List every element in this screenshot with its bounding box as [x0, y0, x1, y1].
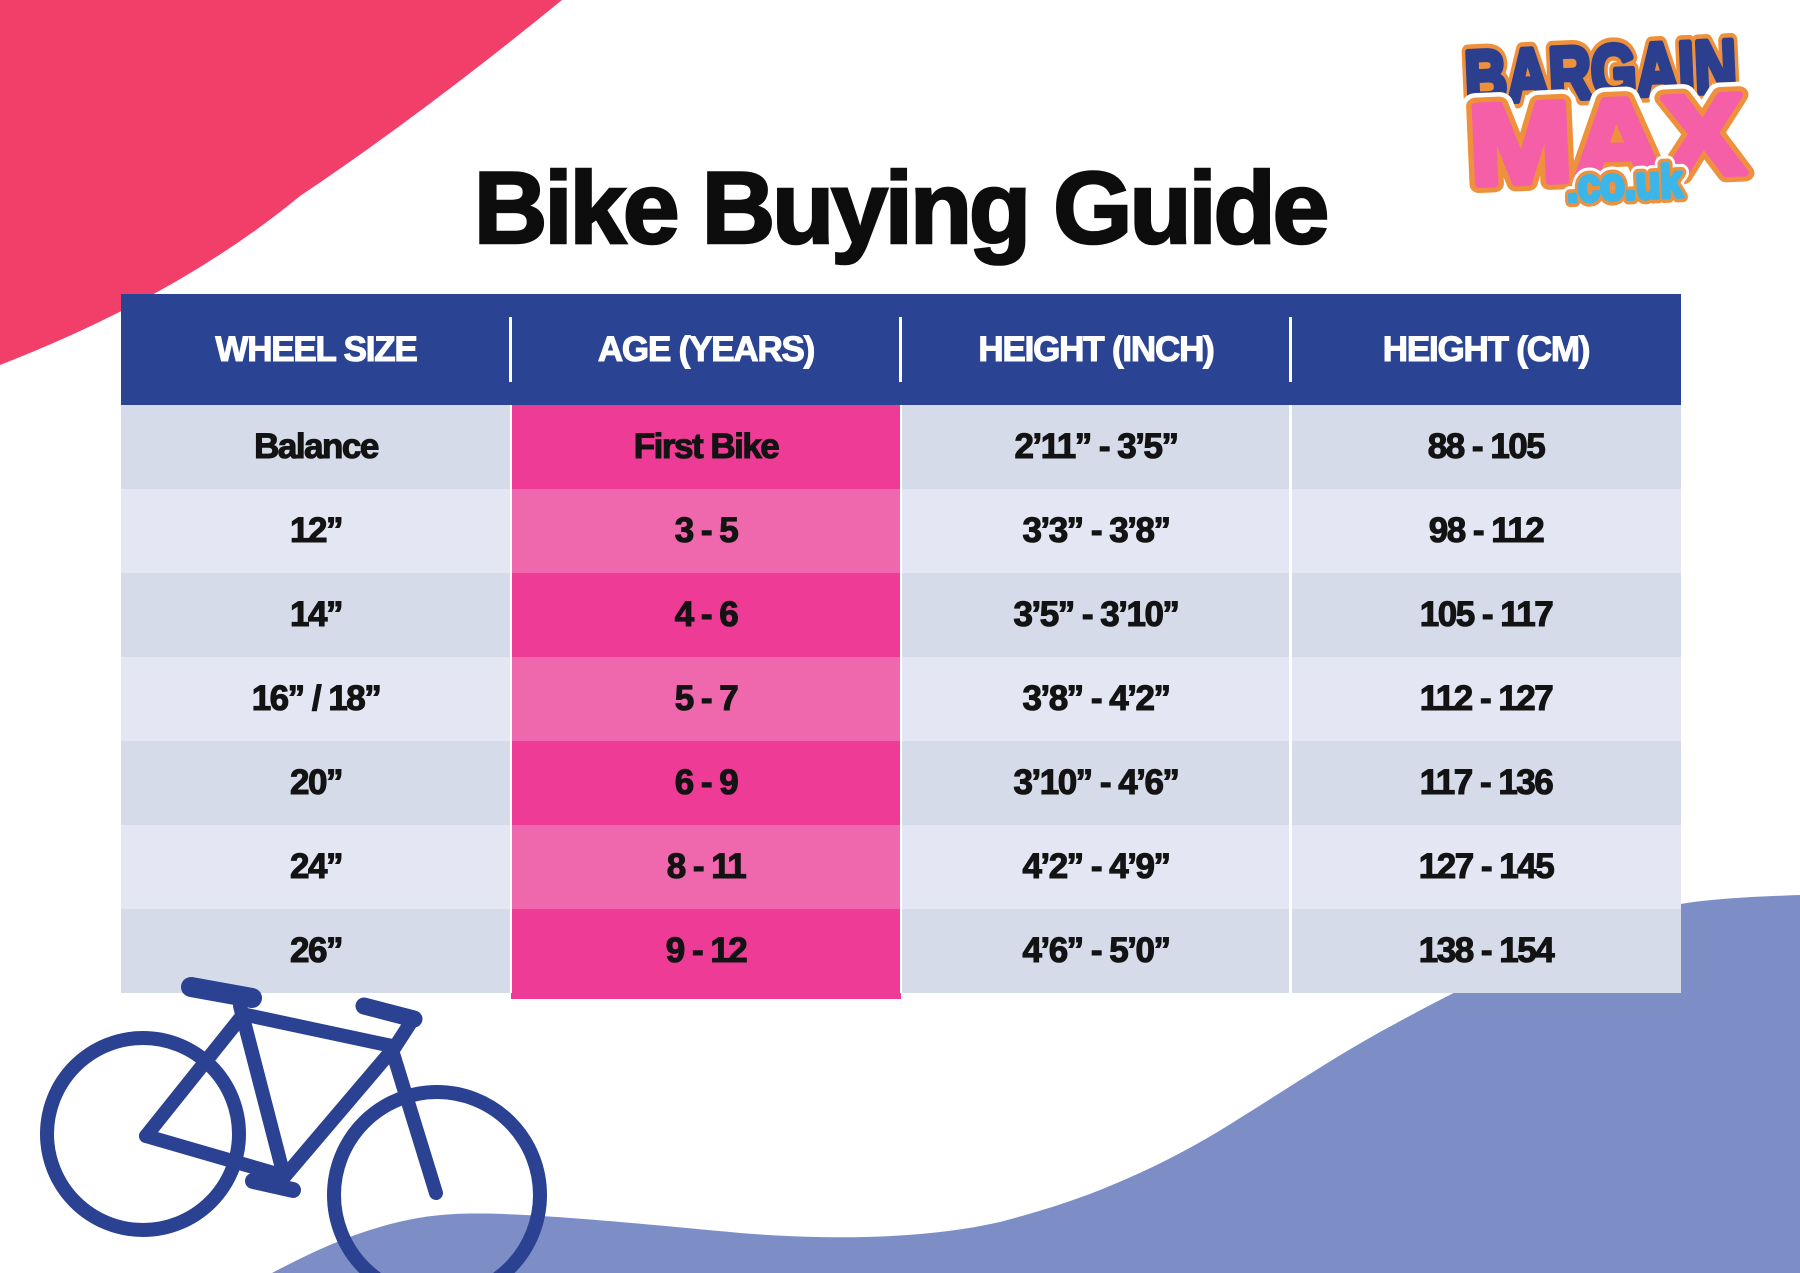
svg-text:BARGAIN: BARGAIN	[1463, 24, 1738, 119]
svg-text:BARGAIN: BARGAIN	[1463, 24, 1738, 119]
svg-text:.co.uk: .co.uk	[1565, 155, 1684, 212]
svg-text:MAX: MAX	[1466, 71, 1747, 210]
svg-text:MAX: MAX	[1466, 71, 1747, 210]
svg-text:.co.uk: .co.uk	[1565, 155, 1684, 212]
svg-text:MAX: MAX	[1466, 71, 1747, 210]
